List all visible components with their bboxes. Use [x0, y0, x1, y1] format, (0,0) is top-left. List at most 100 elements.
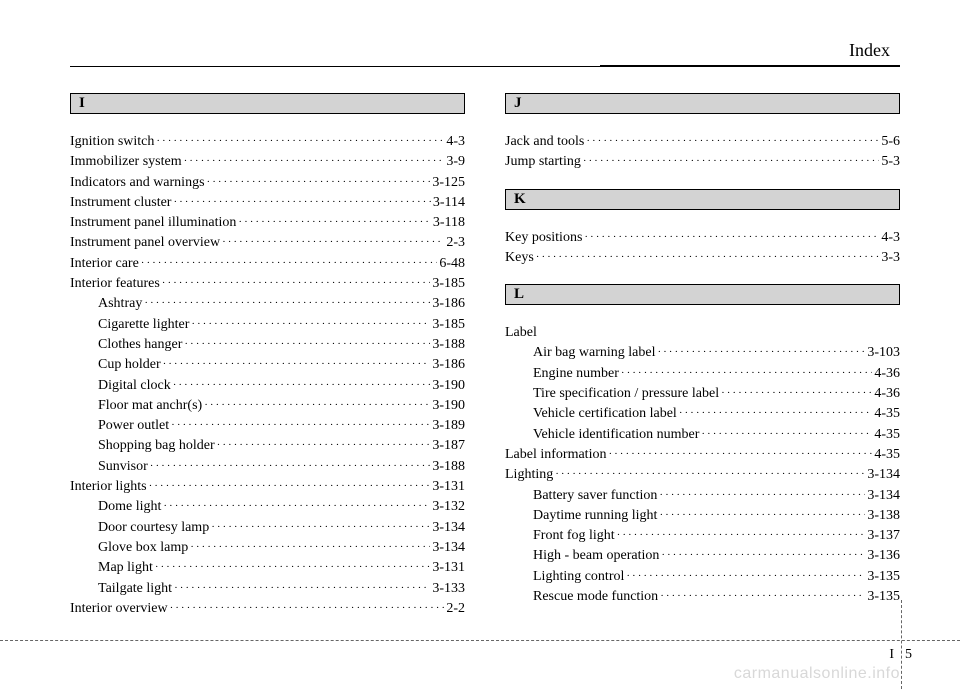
entry-label: Key positions: [505, 228, 584, 248]
leader-dots: [617, 528, 866, 544]
index-entry: Jump starting5-3: [505, 152, 900, 172]
entry-label: Label information: [505, 445, 608, 465]
entry-label: Glove box lamp: [70, 538, 190, 558]
page-title: Index: [70, 40, 900, 61]
entry-page: 3-186: [430, 355, 465, 375]
leader-dots: [162, 276, 431, 292]
index-entry: Map light3-131: [70, 558, 465, 578]
leader-dots: [679, 406, 873, 422]
index-entry: Jack and tools5-6: [505, 132, 900, 152]
entry-page: 3-189: [430, 416, 465, 436]
letter-header: K: [505, 189, 900, 210]
index-entry: Immobilizer system3-9: [70, 152, 465, 172]
entry-page: 6-48: [437, 254, 465, 274]
right-column: JJack and tools5-6Jump starting5-3KKey p…: [505, 85, 900, 619]
index-entry: Interior lights3-131: [70, 477, 465, 497]
entry-label: Vehicle certification label: [505, 404, 679, 424]
index-entry: Dome light3-132: [70, 497, 465, 517]
index-entry: Daytime running light3-138: [505, 506, 900, 526]
leader-dots: [584, 230, 879, 246]
left-column: I Ignition switch4-3Immobilizer system3-9…: [70, 85, 465, 619]
index-entry: Glove box lamp 3-134: [70, 538, 465, 558]
index-entry: Ignition switch4-3: [70, 132, 465, 152]
leader-dots: [174, 581, 430, 597]
entry-page: 2-3: [444, 233, 465, 253]
entry-label: Shopping bag holder: [70, 436, 217, 456]
entry-label: Interior features: [70, 274, 162, 294]
leader-dots: [144, 296, 430, 312]
entry-page: 3-185: [430, 274, 465, 294]
index-entry: Vehicle identification number 4-35: [505, 425, 900, 445]
entry-page: 3-185: [430, 315, 465, 335]
leader-dots: [586, 134, 879, 150]
entry-page: 4-3: [879, 228, 900, 248]
entry-label: Vehicle identification number: [505, 425, 701, 445]
index-entry: Door courtesy lamp3-134: [70, 518, 465, 538]
index-entry: Label information 4-35: [505, 445, 900, 465]
entry-label: Power outlet: [70, 416, 171, 436]
index-entry: Clothes hanger3-188: [70, 335, 465, 355]
entry-label: Lighting: [505, 465, 555, 485]
entry-label: Engine number: [505, 364, 621, 384]
entry-page: 3-134: [430, 518, 465, 538]
index-entry: Cup holder3-186: [70, 355, 465, 375]
leader-dots: [555, 467, 865, 483]
entry-page: 4-36: [872, 364, 900, 384]
leader-dots: [156, 134, 444, 150]
entry-label: Indicators and warnings: [70, 173, 207, 193]
leader-dots: [661, 548, 865, 564]
index-entry: Instrument panel illumination3-118: [70, 213, 465, 233]
index-entry: Interior overview2-2: [70, 599, 465, 619]
entry-page: 3-134: [430, 538, 465, 558]
entry-page: 3-188: [430, 457, 465, 477]
leader-dots: [173, 378, 431, 394]
leader-dots: [163, 357, 431, 373]
entry-page: 4-36: [872, 384, 900, 404]
watermark: carmanualsonline.info: [734, 665, 900, 683]
entry-page: 3-190: [430, 396, 465, 416]
index-entry: Floor mat anchr(s)3-190: [70, 396, 465, 416]
header-rule: [70, 65, 900, 67]
leader-dots: [141, 256, 438, 272]
entry-page: 3-188: [430, 335, 465, 355]
entry-label: Instrument panel illumination: [70, 213, 238, 233]
entry-page: 3-133: [430, 579, 465, 599]
index-entry: Ashtray3-186: [70, 294, 465, 314]
index-entry: Instrument panel overview2-3: [70, 233, 465, 253]
entry-label: Interior overview: [70, 599, 170, 619]
side-dashes: [901, 600, 902, 689]
leader-dots: [238, 215, 430, 231]
entry-page: 3-134: [865, 465, 900, 485]
index-entry: Engine number 4-36: [505, 364, 900, 384]
entry-page: 3-187: [430, 436, 465, 456]
entry-page: 3-3: [879, 248, 900, 268]
index-entry: High - beam operation3-136: [505, 546, 900, 566]
entry-label: Tire specification / pressure label: [505, 384, 721, 404]
index-entry: Interior care 6-48: [70, 254, 465, 274]
index-entry: Keys3-3: [505, 248, 900, 268]
leader-dots: [207, 175, 431, 191]
bottom-dashes: [0, 640, 960, 641]
entry-label: Immobilizer system: [70, 152, 184, 172]
letter-header: I: [70, 93, 465, 114]
entry-label: Sunvisor: [70, 457, 150, 477]
leader-dots: [150, 459, 431, 475]
entry-page: 4-35: [872, 425, 900, 445]
entry-page: 3-137: [865, 526, 900, 546]
entry-page: 3-114: [431, 193, 465, 213]
entry-label: Front fog light: [505, 526, 617, 546]
entry-page: 4-35: [872, 445, 900, 465]
leader-dots: [659, 488, 865, 504]
section-label: Label: [505, 323, 900, 343]
leader-dots: [204, 398, 430, 414]
entry-label: Interior care: [70, 254, 141, 274]
entry-label: Air bag warning label: [505, 343, 657, 363]
leader-dots: [608, 447, 872, 463]
leader-dots: [536, 250, 880, 266]
index-entry: Front fog light 3-137: [505, 526, 900, 546]
entry-label: Tailgate light: [70, 579, 174, 599]
section-letter: I: [889, 647, 894, 663]
index-entry: Rescue mode function3-135: [505, 587, 900, 607]
leader-dots: [211, 520, 430, 536]
index-entry: Key positions 4-3: [505, 228, 900, 248]
